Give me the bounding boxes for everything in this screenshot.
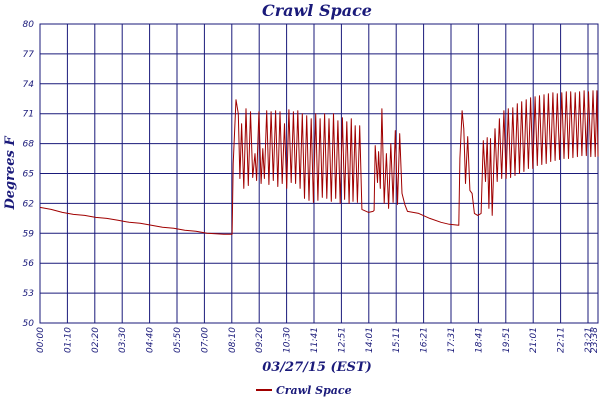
chart-title: Crawl Space (262, 1, 372, 20)
x-tick-label: 19:51 (502, 327, 512, 353)
x-axis-title: 03/27/15 (EST) (262, 360, 372, 375)
y-tick-label: 62 (23, 199, 35, 209)
x-tick-label: 21:01 (529, 327, 539, 353)
y-tick-labels: 50 53 56 59 62 65 68 71 74 77 80 (23, 20, 35, 329)
x-tick-label: 23:38 (590, 327, 600, 353)
x-tick-label: 04:40 (146, 327, 156, 353)
y-tick-label: 56 (23, 259, 35, 269)
x-tick-label: 10:30 (283, 327, 293, 353)
y-tick-label: 59 (23, 229, 35, 239)
x-tick-label: 09:20 (255, 327, 265, 353)
x-tick-label: 18:41 (474, 327, 484, 353)
series-line-crawl-space (39, 90, 599, 235)
legend-label: Crawl Space (276, 384, 352, 397)
x-tick-label: 08:10 (228, 327, 238, 353)
x-tick-label: 03:30 (118, 327, 128, 353)
x-tick-label: 22:11 (557, 327, 567, 353)
y-tick-label: 77 (23, 50, 35, 60)
x-tick-label: 07:00 (200, 327, 210, 353)
y-tick-label: 53 (23, 289, 35, 299)
x-tick-label: 05:50 (173, 327, 183, 353)
y-tick-label: 71 (23, 110, 34, 120)
y-tick-label: 74 (23, 80, 35, 90)
x-tick-labels: 00:00 01:10 02:20 03:30 04:40 05:50 07:00 08:10… (36, 327, 600, 353)
x-tick-label: 23:21 (584, 327, 594, 353)
y-tick-label: 80 (23, 20, 35, 30)
x-tick-label: 15:11 (392, 327, 402, 353)
x-tick-label: 01:10 (63, 327, 73, 353)
y-tick-label: 68 (23, 140, 35, 150)
y-axis-title: Degrees F (3, 136, 18, 211)
series-layer (39, 90, 599, 235)
x-tick-label: 17:31 (447, 327, 457, 353)
x-tick-label: 14:01 (365, 327, 375, 353)
x-tick-label: 02:20 (91, 327, 101, 353)
legend: Crawl Space (256, 384, 352, 397)
y-tick-label: 65 (23, 170, 35, 180)
y-tick-label: 50 (23, 319, 35, 329)
x-tick-label: 12:51 (337, 327, 347, 353)
x-tick-label: 16:21 (420, 327, 430, 353)
x-tick-label: 00:00 (36, 327, 46, 353)
x-tick-label: 11:41 (310, 327, 320, 353)
